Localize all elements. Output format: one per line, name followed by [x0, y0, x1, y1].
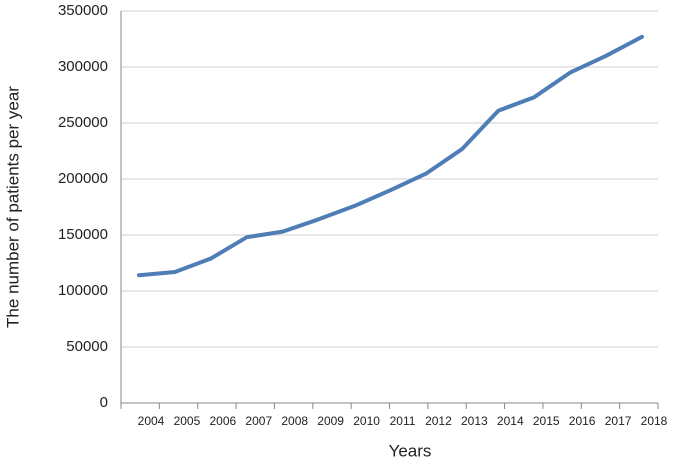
x-tick-label: 2018: [641, 414, 668, 428]
y-tick-label: 300000: [58, 58, 108, 75]
x-axis-title: Years: [389, 441, 432, 460]
y-tick-label: 100000: [58, 282, 108, 299]
x-tick-label: 2011: [390, 414, 416, 428]
y-tick-label: 350000: [58, 2, 108, 19]
y-tick-label: 200000: [58, 170, 108, 187]
x-tick-label: 2017: [605, 414, 632, 428]
y-axis-title: The number of patients per year: [3, 86, 22, 328]
x-tick-label: 2010: [353, 414, 380, 428]
x-tick-label: 2009: [317, 414, 344, 428]
x-tick-label: 2013: [461, 414, 488, 428]
x-tick-label: 2005: [174, 414, 201, 428]
x-tick-label: 2006: [210, 414, 237, 428]
x-tick-label: 2016: [569, 414, 596, 428]
data-line: [137, 34, 644, 278]
x-tick-label: 2004: [138, 414, 165, 428]
x-tick-label: 2012: [425, 414, 452, 428]
y-tick-label: 250000: [58, 114, 108, 131]
x-tick-label: 2015: [533, 414, 560, 428]
y-tick-label: 0: [100, 394, 108, 411]
x-tick-label: 2008: [281, 414, 308, 428]
y-tick-label: 150000: [58, 226, 108, 243]
x-tick-label: 2007: [245, 414, 272, 428]
x-tick-label: 2014: [497, 414, 524, 428]
y-tick-label: 50000: [66, 338, 108, 355]
